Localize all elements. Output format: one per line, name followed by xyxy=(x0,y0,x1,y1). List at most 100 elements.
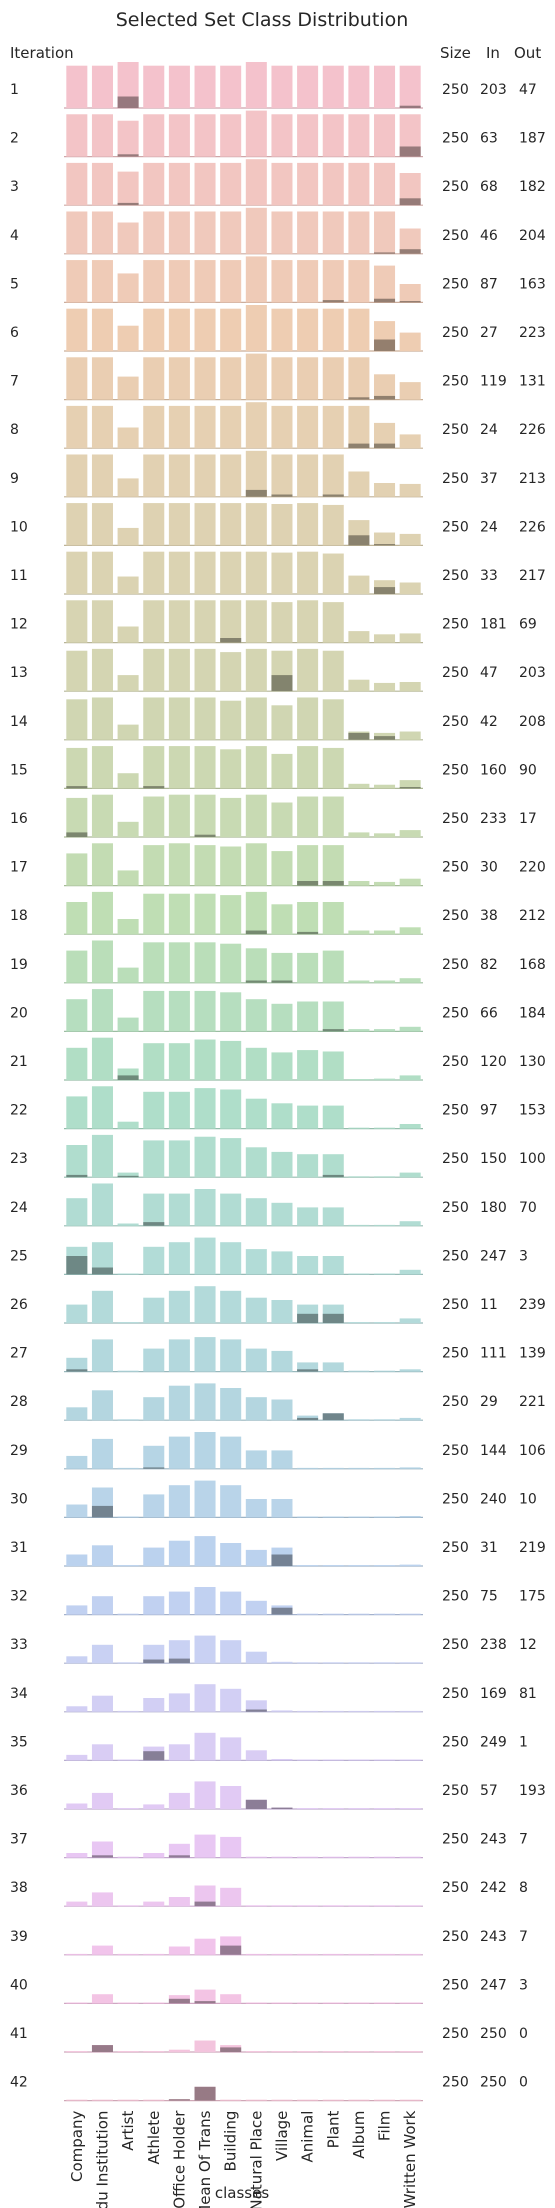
pool-bar xyxy=(91,1744,113,1761)
pool-bar xyxy=(220,1290,242,1323)
size-value: 250 xyxy=(442,1054,469,1070)
pool-bar xyxy=(168,600,190,643)
pool-bar xyxy=(297,746,319,789)
size-value: 250 xyxy=(442,908,469,924)
size-value: 250 xyxy=(442,1248,469,1264)
iteration-row: 11 250 33 217 xyxy=(10,551,546,595)
pool-bar xyxy=(117,870,139,886)
in-value: 181 xyxy=(480,617,507,633)
pool-bar xyxy=(271,1300,293,1323)
pool-bar xyxy=(143,551,165,594)
pool-bar xyxy=(322,1613,344,1615)
out-value: 131 xyxy=(519,374,546,390)
size-value: 250 xyxy=(442,1734,469,1750)
in-value: 160 xyxy=(480,762,507,778)
pool-bar xyxy=(399,2099,421,2101)
selected-bar xyxy=(194,834,216,837)
pool-bar xyxy=(374,1467,396,1469)
pool-bar xyxy=(194,845,216,886)
in-value: 30 xyxy=(480,860,498,876)
pool-bar xyxy=(399,830,421,837)
pool-bar xyxy=(297,1105,319,1129)
pool-bar xyxy=(66,1357,88,1372)
pool-bar xyxy=(399,1124,421,1129)
pool-bar xyxy=(297,1516,319,1518)
pool-bar xyxy=(168,1091,190,1129)
selected-bar xyxy=(168,1658,190,1664)
pool-bar xyxy=(399,65,421,108)
pool-bar xyxy=(297,1362,319,1372)
size-value: 250 xyxy=(442,2026,469,2042)
pool-bar xyxy=(348,1953,370,1955)
size-value: 250 xyxy=(442,665,469,681)
pool-bar xyxy=(220,503,242,546)
pool-bar xyxy=(220,1786,242,1809)
pool-bar xyxy=(66,1145,88,1178)
pool-bar xyxy=(271,1856,293,1858)
out-value: 208 xyxy=(519,714,546,730)
out-value: 130 xyxy=(519,1054,546,1070)
out-value: 3 xyxy=(519,1248,528,1264)
pool-bar xyxy=(374,1176,396,1178)
pool-bar xyxy=(322,65,344,108)
pool-bar xyxy=(143,1140,165,1178)
iteration-row: 20 250 66 184 xyxy=(10,989,546,1033)
pool-bar xyxy=(399,1662,421,1664)
pool-bar xyxy=(245,402,267,449)
pool-bar xyxy=(374,114,396,157)
pool-bar xyxy=(245,1750,267,1761)
pool-bar xyxy=(143,114,165,157)
out-value: 17 xyxy=(519,811,537,827)
out-value: 0 xyxy=(519,2026,528,2042)
x-tick-label: Artist xyxy=(119,2110,137,2150)
iteration-row: 6 250 27 223 xyxy=(10,305,546,352)
selected-bar xyxy=(322,1174,344,1178)
pool-bar xyxy=(117,120,139,157)
pool-bar xyxy=(117,1953,139,1955)
iteration-row: 9 250 37 213 xyxy=(10,450,546,498)
pool-bar xyxy=(168,843,190,886)
pool-bar xyxy=(297,503,319,546)
pool-bar xyxy=(168,1540,190,1566)
pool-bar xyxy=(245,1098,267,1129)
pool-bar xyxy=(271,504,293,546)
pool-bar xyxy=(374,65,396,108)
pool-bar xyxy=(271,114,293,157)
pool-bar xyxy=(91,989,113,1032)
iteration-label: 24 xyxy=(10,1200,28,1216)
pool-bar xyxy=(220,1040,242,1080)
in-value: 24 xyxy=(480,519,498,535)
out-value: 7 xyxy=(519,1929,528,1945)
pool-bar xyxy=(374,374,396,400)
pool-bar xyxy=(117,1322,139,1323)
pool-bar xyxy=(168,697,190,740)
pool-bar xyxy=(399,434,421,449)
in-value: 66 xyxy=(480,1005,498,1021)
pool-bar xyxy=(220,65,242,108)
pool-bar xyxy=(66,1953,88,1955)
in-value: 87 xyxy=(480,276,498,292)
in-value: 27 xyxy=(480,325,498,341)
pool-bar xyxy=(66,454,88,497)
selected-bar xyxy=(374,395,396,400)
iteration-label: 2 xyxy=(10,131,19,147)
pool-bar xyxy=(168,990,190,1032)
selected-bar xyxy=(117,96,139,108)
pool-bar xyxy=(271,952,293,983)
pool-bar xyxy=(271,454,293,497)
pool-bar xyxy=(399,1369,421,1372)
pool-bar xyxy=(399,731,421,740)
pool-bar xyxy=(117,2051,139,2052)
pool-bar xyxy=(348,783,370,789)
pool-bar xyxy=(143,942,165,983)
out-value: 239 xyxy=(519,1297,546,1313)
pool-bar xyxy=(399,114,421,157)
selected-bar xyxy=(297,1417,319,1421)
out-value: 69 xyxy=(519,617,537,633)
pool-bar xyxy=(168,1193,190,1226)
selected-bar xyxy=(143,1222,165,1226)
selected-bar xyxy=(168,2099,190,2101)
pool-bar xyxy=(348,357,370,400)
pool-bar xyxy=(245,2002,267,2004)
pool-bar xyxy=(66,1096,88,1129)
